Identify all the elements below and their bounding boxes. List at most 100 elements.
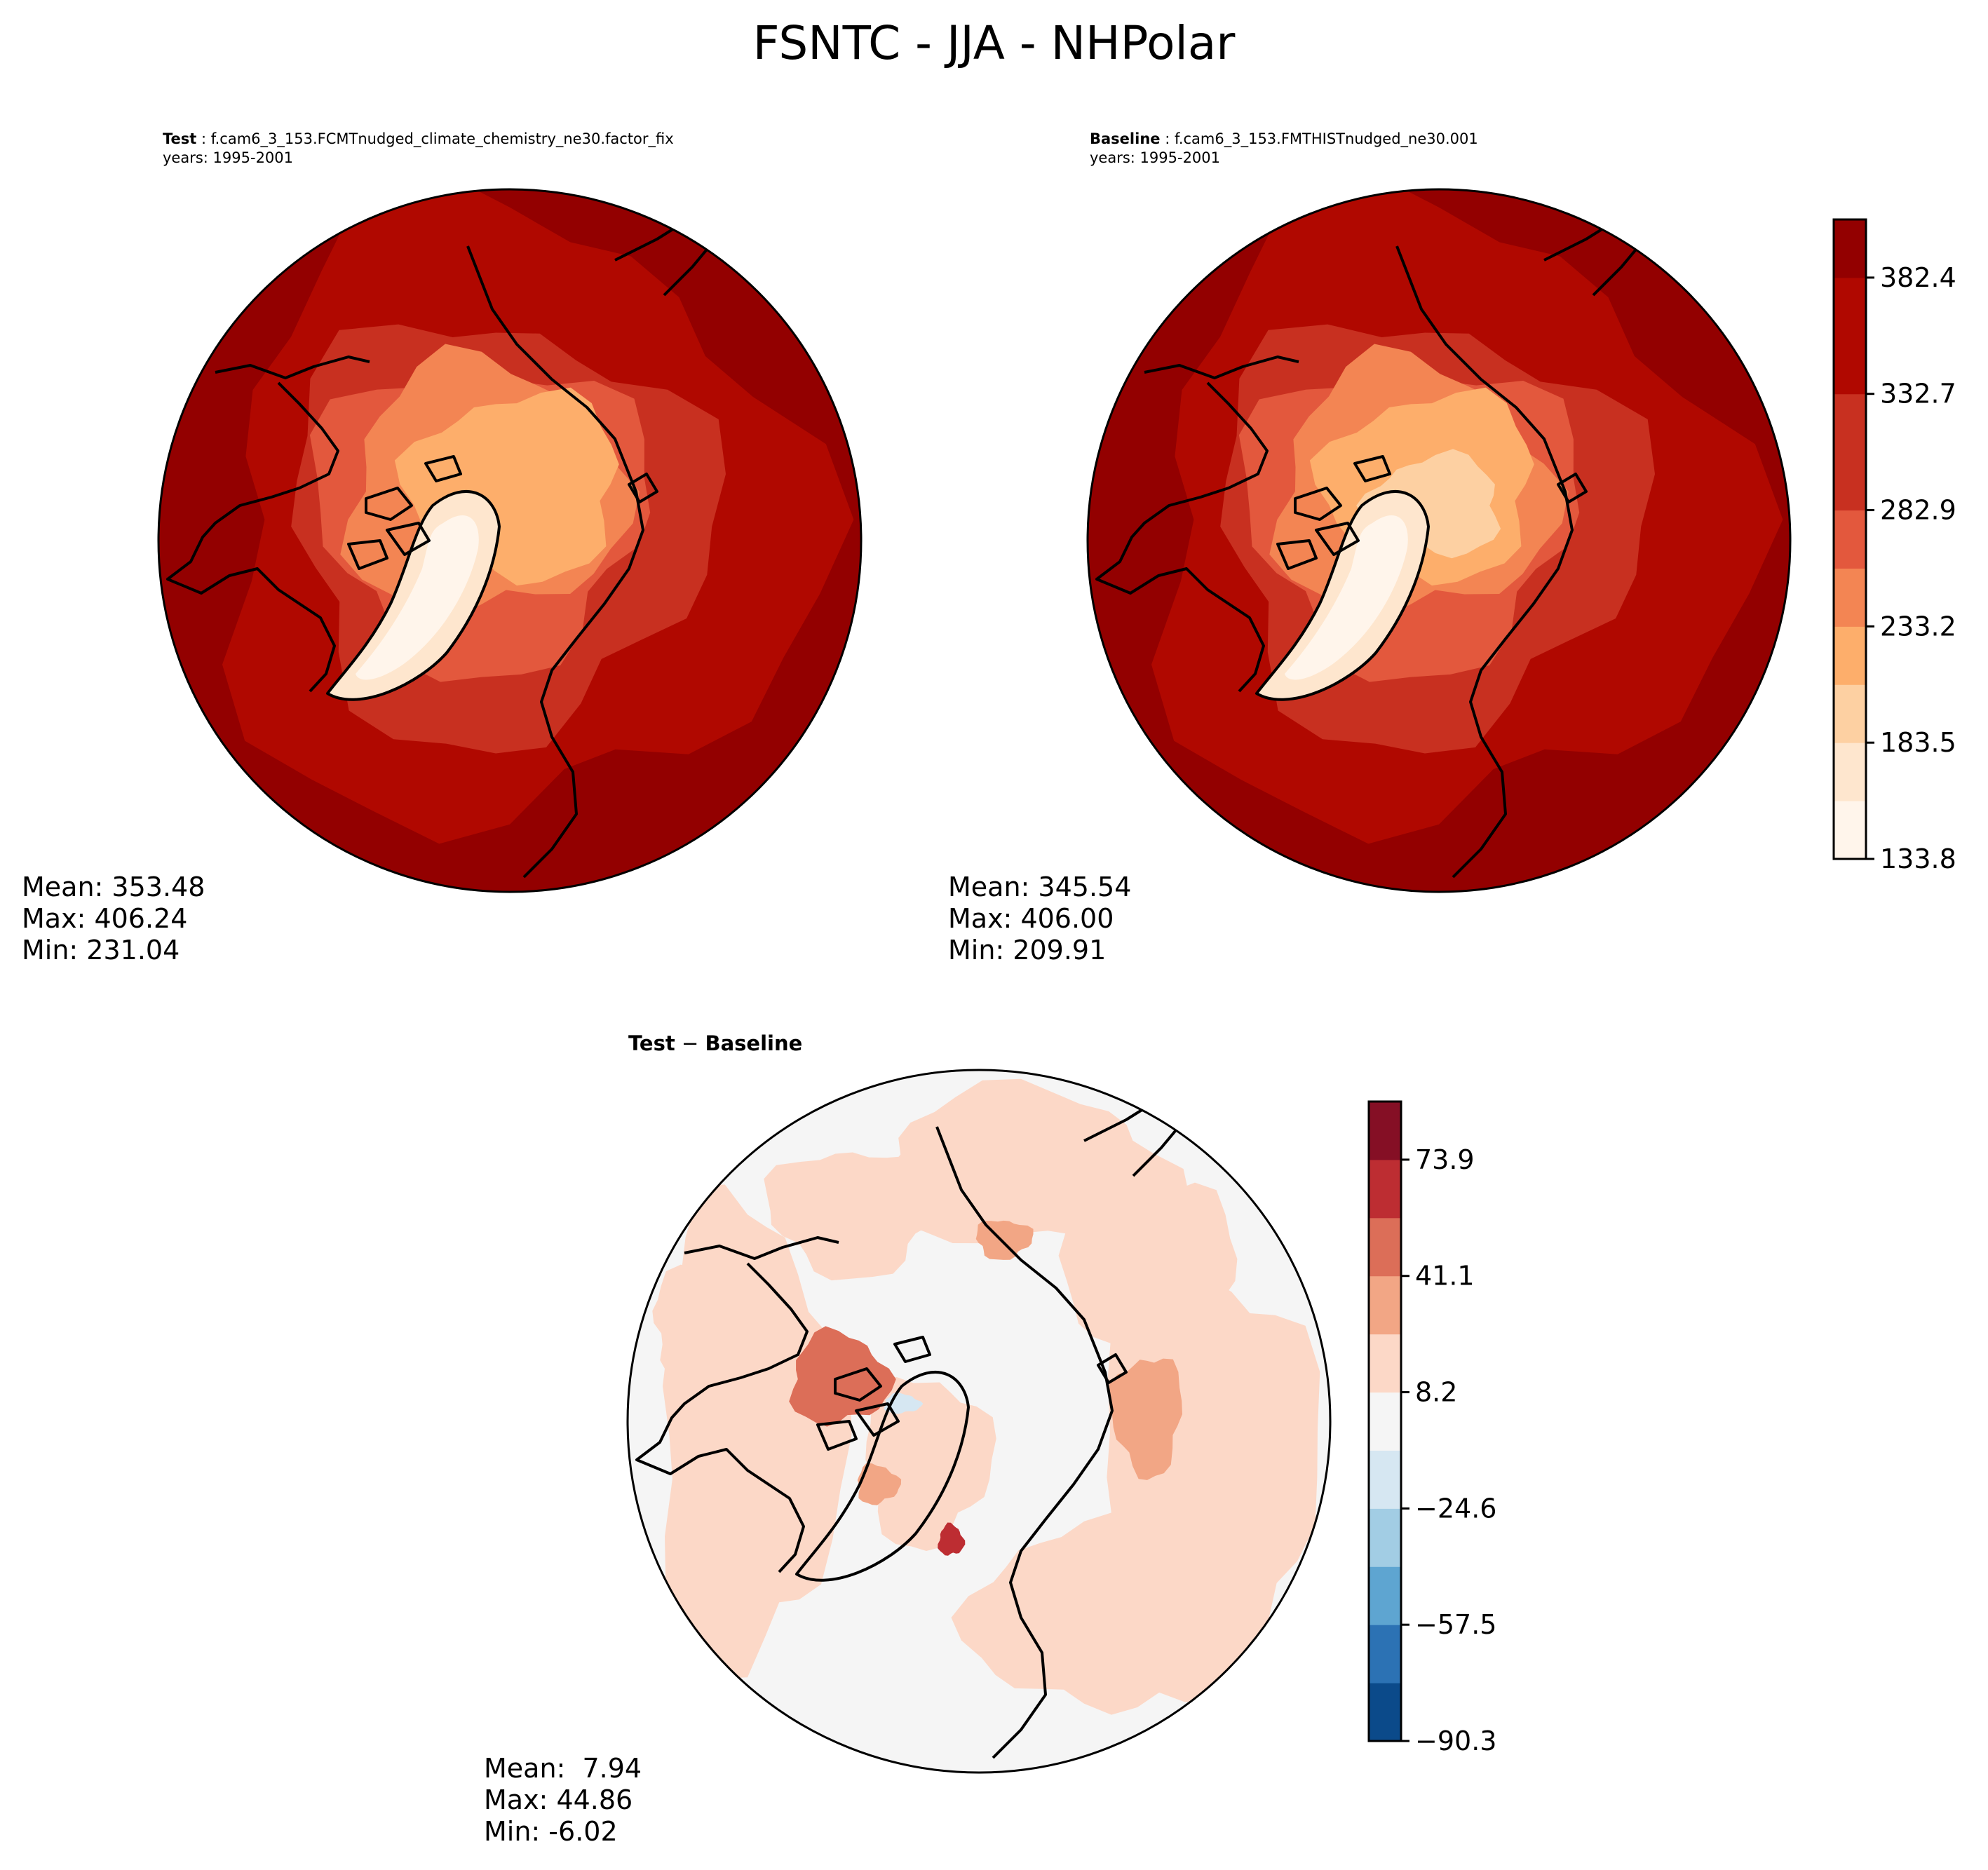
coastline-alaska xyxy=(215,355,370,379)
colorbar-segment xyxy=(1834,277,1866,337)
colorbar-segment xyxy=(1834,510,1866,569)
difference-colorbar: −90.3 −57.5 −24.6 8.2 41.1 73.9 xyxy=(1367,1100,1496,1756)
greenland-interior xyxy=(356,515,479,680)
coastline-archipelago xyxy=(365,487,413,521)
colorbar-tick-label: 41.1 xyxy=(1415,1261,1475,1292)
test-mean: Mean: 353.48 xyxy=(22,872,205,902)
greenland-interior xyxy=(1285,515,1408,680)
coastline-greenland xyxy=(326,490,501,701)
colorbar-segment xyxy=(1369,1392,1401,1451)
test-stats: Mean: 353.48 Max: 406.24 Min: 231.04 xyxy=(22,872,205,966)
coastline-archipelago xyxy=(347,539,388,570)
map-field xyxy=(159,190,860,891)
colorbar-tick-label: −24.6 xyxy=(1415,1493,1496,1524)
colorbar-tick-label: 183.5 xyxy=(1880,727,1956,758)
coastline-alaska xyxy=(1144,355,1299,379)
level-positive-medium xyxy=(1109,1358,1182,1480)
diff-title-minus: − xyxy=(675,1031,705,1055)
coastline-archipelago xyxy=(816,1420,858,1451)
coastline-svalbard xyxy=(1557,473,1588,503)
map-boundary xyxy=(626,1069,1332,1774)
baseline-case-name: f.cam6_3_153.FMTHISTnudged_ne30.001 xyxy=(1174,130,1478,147)
baseline-mean: Mean: 345.54 xyxy=(948,872,1132,902)
colorbar-tick-label: 332.7 xyxy=(1880,379,1956,409)
difference-stats: Mean: 7.94 Max: 44.86 Min: -6.02 xyxy=(484,1753,642,1848)
coastline-archipelago xyxy=(1353,455,1391,482)
baseline-label: Baseline xyxy=(1090,130,1161,147)
colorbar-tick-label: 133.8 xyxy=(1880,843,1956,874)
test-panel-title: Test : f.cam6_3_153.FCMTnudged_climate_c… xyxy=(163,130,674,166)
baseline-years: years: 1995-2001 xyxy=(1090,149,1221,166)
colorbar-segment xyxy=(1834,393,1866,453)
baseline-map xyxy=(1086,188,1792,893)
test-label: Test xyxy=(163,130,197,147)
level-positive-small xyxy=(865,1078,1188,1244)
coastline-archipelago xyxy=(855,1402,900,1437)
coastline-archipelago xyxy=(893,1336,931,1363)
coastline-greenland xyxy=(1255,490,1430,701)
map-field xyxy=(1088,190,1790,891)
colorbar-segment xyxy=(1834,743,1866,801)
absolute-colorbar: 133.8 183.5 233.2 282.9 332.7 382.4 xyxy=(1832,218,1956,874)
difference-panel-title: Test − Baseline xyxy=(628,1031,802,1055)
level-positive-small xyxy=(1058,1182,1238,1391)
coastline-svalbard xyxy=(628,473,658,503)
colorbar-segment xyxy=(1369,1625,1401,1683)
colorbar-tick-label: 282.9 xyxy=(1880,495,1956,526)
coastline-svalbard xyxy=(1097,1353,1128,1384)
colorbar-segment xyxy=(1834,568,1866,627)
colorbar-segment xyxy=(1369,1102,1401,1160)
colorbar-segment xyxy=(1369,1566,1401,1625)
coastline-canada xyxy=(635,1262,809,1573)
coastline-eurasia xyxy=(1395,245,1574,879)
baseline-stats: Mean: 345.54 Max: 406.00 Min: 209.91 xyxy=(948,872,1131,966)
coastline-canada xyxy=(1095,381,1269,693)
colorbar-segment xyxy=(1369,1334,1401,1393)
colorbar-segment xyxy=(1834,452,1866,511)
colorbar-tick-label: 73.9 xyxy=(1415,1144,1475,1175)
colorbar-segment xyxy=(1834,219,1866,278)
map-boundary xyxy=(1086,188,1792,893)
level-positive-small xyxy=(652,1264,785,1385)
colorbar-segment xyxy=(1369,1217,1401,1277)
diff-max: Max: 44.86 xyxy=(484,1784,633,1815)
coastline-archipelago xyxy=(1276,539,1318,570)
test-min: Min: 231.04 xyxy=(22,935,180,966)
level-positive-small xyxy=(764,1152,939,1281)
level-positive-max xyxy=(938,1522,966,1556)
coastline-eurasia xyxy=(466,245,644,879)
coastline-alaska xyxy=(684,1236,839,1260)
colorbar-segment xyxy=(1834,626,1866,685)
test-case-name: f.cam6_3_153.FCMTnudged_climate_chemistr… xyxy=(210,130,674,147)
coastline-archipelago xyxy=(834,1367,882,1402)
colorbar-segment xyxy=(1369,1159,1401,1219)
map-boundary xyxy=(157,188,863,893)
colorbar-segment xyxy=(1369,1508,1401,1567)
baseline-panel-title: Baseline : f.cam6_3_153.FMTHISTnudged_ne… xyxy=(1090,130,1478,166)
difference-map xyxy=(626,1069,1332,1774)
colorbar-tick-label: 8.2 xyxy=(1415,1377,1457,1408)
coastline-eurasia xyxy=(935,1126,1114,1759)
level-positive-medium xyxy=(857,1463,902,1505)
colorbar-tick-label: 233.2 xyxy=(1880,611,1956,642)
map-field xyxy=(628,1071,1330,1772)
coastline-archipelago xyxy=(1294,487,1342,521)
diff-title-baseline: Baseline xyxy=(705,1031,803,1055)
diff-title-test: Test xyxy=(628,1031,675,1055)
diff-min: Min: -6.02 xyxy=(484,1816,618,1847)
colorbar-segment xyxy=(1834,801,1866,860)
colorbar-segment xyxy=(1369,1450,1401,1509)
colorbar-tick-label: 382.4 xyxy=(1880,262,1956,293)
coastline-canada xyxy=(166,381,339,693)
test-years: years: 1995-2001 xyxy=(163,149,294,166)
coastline-greenland xyxy=(795,1371,970,1582)
test-map xyxy=(157,188,863,893)
colorbar-segment xyxy=(1369,1275,1401,1335)
colorbar-segment xyxy=(1834,335,1866,395)
test-max: Max: 406.24 xyxy=(22,903,188,934)
diff-mean: Mean: 7.94 xyxy=(484,1753,642,1784)
coastline-archipelago xyxy=(386,522,431,556)
colorbar-segment xyxy=(1834,684,1866,743)
colorbar-frame xyxy=(1832,218,1867,860)
